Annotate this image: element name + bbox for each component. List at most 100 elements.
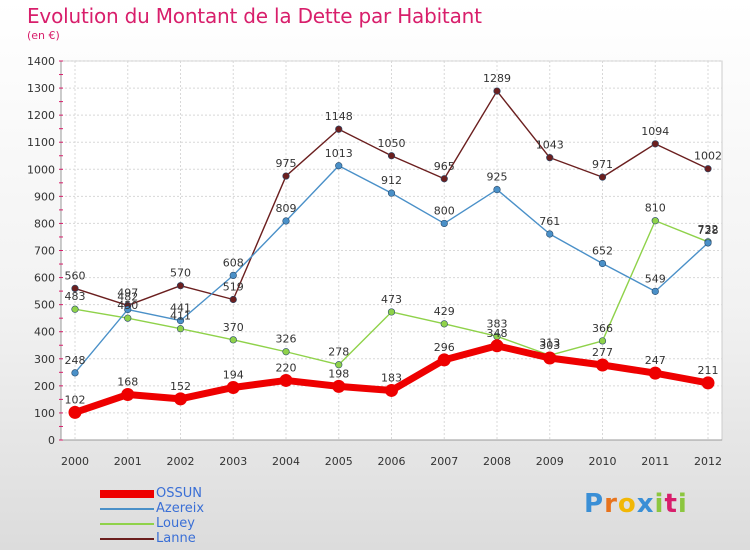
data-label-ossun: 194 [223, 368, 244, 381]
x-tick-label: 2002 [167, 455, 195, 468]
data-label-lanne: 497 [117, 286, 138, 299]
data-point-lanne [387, 152, 396, 160]
x-tick-label: 2006 [378, 455, 406, 468]
data-label-louey: 450 [117, 299, 138, 312]
data-label-louey: 366 [592, 322, 613, 335]
data-point-lanne [651, 140, 659, 148]
chart-legend: OSSUN Azereix Louey Lanne [100, 486, 204, 546]
y-tick-label: 1000 [27, 163, 55, 176]
data-label-azereix: 441 [170, 302, 191, 315]
data-label-azereix: 1013 [325, 147, 353, 160]
data-label-lanne: 975 [276, 157, 297, 170]
data-label-azereix: 248 [65, 354, 86, 367]
y-tick-label: 1300 [27, 82, 55, 95]
y-tick-label: 0 [48, 434, 55, 447]
data-point-louey [440, 320, 448, 328]
data-point-azereix [493, 185, 501, 194]
data-label-ossun: 168 [117, 376, 138, 389]
data-label-azereix: 800 [434, 204, 455, 217]
data-label-louey: 473 [381, 293, 402, 306]
data-label-azereix: 549 [645, 272, 666, 285]
data-label-ossun: 303 [539, 339, 560, 352]
data-point-ossun [490, 339, 504, 353]
legend-item-azereix: Azereix [100, 501, 204, 516]
data-label-ossun: 277 [592, 346, 613, 359]
x-tick-label: 2011 [641, 455, 669, 468]
data-label-louey: 383 [487, 317, 508, 330]
data-point-lanne [704, 165, 712, 173]
data-point-lanne [493, 87, 501, 95]
x-tick-label: 2010 [589, 455, 617, 468]
data-point-ossun [648, 366, 662, 380]
data-label-azereix: 482 [117, 291, 138, 304]
data-point-louey [176, 325, 185, 333]
data-point-ossun [279, 373, 293, 387]
x-tick-label: 2012 [694, 455, 722, 468]
legend-swatch-ossun [100, 489, 154, 498]
data-point-lanne [71, 284, 79, 293]
data-point-louey [124, 314, 132, 322]
data-point-louey [71, 305, 79, 313]
y-tick-label: 1200 [27, 109, 55, 122]
data-label-louey: 810 [645, 202, 666, 215]
data-label-louey: 326 [276, 333, 297, 346]
data-label-azereix: 912 [381, 174, 402, 187]
chart-title: Evolution du Montant de la Dette par Hab… [27, 4, 482, 28]
y-tick-label: 800 [34, 217, 55, 230]
legend-label-lanne: Lanne [156, 531, 196, 546]
x-tick-label: 2009 [536, 455, 564, 468]
data-point-ossun [543, 351, 557, 365]
data-label-ossun: 183 [381, 371, 402, 384]
x-tick-label: 2004 [272, 455, 300, 468]
data-point-lanne [440, 175, 448, 183]
data-point-azereix [651, 287, 659, 295]
data-point-louey [598, 337, 607, 345]
legend-label-azereix: Azereix [156, 501, 205, 516]
data-label-lanne: 1050 [378, 137, 406, 150]
legend-item-ossun: OSSUN [100, 486, 204, 501]
data-label-azereix: 728 [698, 224, 719, 237]
data-point-azereix [440, 219, 448, 228]
data-label-azereix: 761 [539, 215, 560, 228]
data-point-ossun [174, 392, 187, 406]
data-label-ossun: 296 [434, 341, 455, 354]
data-label-louey: 278 [328, 346, 349, 359]
data-label-ossun: 247 [645, 354, 666, 367]
data-point-louey [387, 308, 396, 316]
data-point-azereix [546, 230, 554, 238]
data-point-lanne [335, 125, 343, 133]
y-tick-label: 500 [34, 299, 55, 312]
data-label-lanne: 1289 [483, 72, 511, 85]
data-label-louey: 732 [698, 223, 719, 236]
data-label-azereix: 925 [487, 171, 508, 184]
data-point-ossun [121, 388, 135, 402]
legend-label-louey: Louey [156, 516, 195, 531]
y-tick-label: 1100 [27, 136, 55, 149]
data-label-lanne: 965 [434, 160, 455, 173]
data-label-ossun: 211 [698, 364, 719, 377]
data-label-louey: 370 [223, 321, 244, 334]
data-point-azereix [282, 217, 290, 225]
data-point-azereix [176, 317, 185, 325]
data-label-louey: 411 [170, 310, 191, 323]
data-point-azereix [704, 239, 712, 247]
data-label-azereix: 608 [223, 256, 244, 269]
y-tick-label: 900 [34, 190, 55, 203]
data-point-ossun [332, 379, 346, 393]
data-label-lanne: 1002 [694, 150, 722, 163]
data-point-louey [335, 361, 343, 369]
legend-item-lanne: Lanne [100, 531, 204, 546]
y-tick-label: 400 [34, 326, 55, 339]
data-point-azereix [387, 189, 396, 197]
chart-subtitle: (en €) [27, 29, 60, 42]
x-tick-label: 2008 [483, 455, 511, 468]
data-point-lanne [598, 173, 607, 181]
data-point-ossun [68, 405, 82, 419]
data-point-lanne [282, 172, 290, 180]
data-label-lanne: 1148 [325, 110, 353, 123]
x-tick-label: 2001 [114, 455, 142, 468]
data-point-louey [651, 217, 659, 225]
x-tick-label: 2003 [219, 455, 247, 468]
